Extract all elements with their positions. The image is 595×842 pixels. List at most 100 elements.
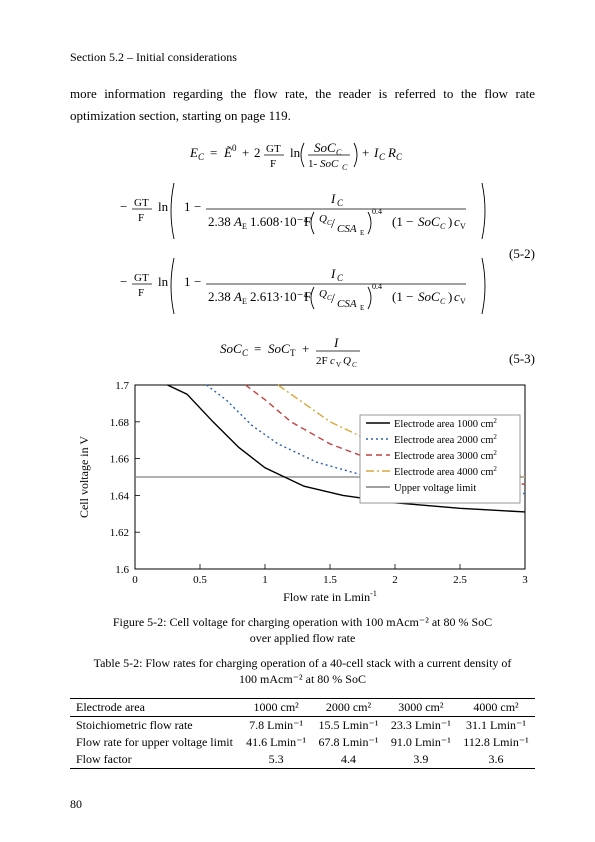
svg-text:1.5: 1.5 bbox=[323, 574, 337, 586]
svg-text:): ) bbox=[448, 289, 452, 304]
svg-text:2F: 2F bbox=[316, 355, 328, 367]
table-row: Flow factor5.34.43.93.6 bbox=[70, 751, 535, 769]
svg-text:1: 1 bbox=[184, 199, 191, 214]
svg-text:C: C bbox=[440, 222, 446, 231]
svg-text:0: 0 bbox=[232, 143, 237, 153]
svg-text:E: E bbox=[360, 229, 364, 237]
svg-text:Upper voltage limit: Upper voltage limit bbox=[394, 483, 476, 494]
table-cell: 23.3 Lmin⁻¹ bbox=[385, 716, 457, 734]
svg-text:(1 −: (1 − bbox=[392, 214, 413, 229]
svg-text:C: C bbox=[336, 148, 342, 157]
table-row: Stoichiometric flow rate7.8 Lmin⁻¹15.5 L… bbox=[70, 716, 535, 734]
table-row-label: Flow rate for upper voltage limit bbox=[70, 734, 240, 751]
table-header-cell: 1000 cm² bbox=[240, 698, 312, 716]
svg-text:ln: ln bbox=[158, 274, 169, 289]
svg-text:C: C bbox=[337, 198, 344, 208]
table-cell: 112.8 Lmin⁻¹ bbox=[457, 734, 535, 751]
svg-text:A: A bbox=[233, 214, 242, 229]
table-row-label: Flow factor bbox=[70, 751, 240, 769]
table-cell: 91.0 Lmin⁻¹ bbox=[385, 734, 457, 751]
svg-text:0.5: 0.5 bbox=[193, 574, 207, 586]
svg-text:C: C bbox=[379, 152, 386, 162]
svg-text:Q: Q bbox=[319, 288, 327, 300]
svg-text:SoC: SoC bbox=[320, 158, 339, 170]
svg-text:E: E bbox=[189, 145, 198, 160]
table-cell: 3.6 bbox=[457, 751, 535, 769]
svg-text:C: C bbox=[440, 297, 446, 306]
table-header-cell: 2000 cm² bbox=[312, 698, 384, 716]
svg-text:Ẽ: Ẽ bbox=[223, 145, 232, 160]
svg-text:E: E bbox=[242, 222, 247, 231]
svg-text:F: F bbox=[304, 214, 311, 229]
svg-text:c: c bbox=[330, 355, 335, 367]
table-cell: 15.5 Lmin⁻¹ bbox=[312, 716, 384, 734]
svg-text:E: E bbox=[360, 304, 364, 312]
table-row: Flow rate for upper voltage limit41.6 Lm… bbox=[70, 734, 535, 751]
svg-text:SoC: SoC bbox=[418, 214, 440, 229]
table-cell: 5.3 bbox=[240, 751, 312, 769]
svg-text:1.68: 1.68 bbox=[110, 417, 130, 429]
svg-text:I: I bbox=[333, 335, 339, 350]
svg-text:F: F bbox=[138, 287, 144, 299]
table-cell: 4.4 bbox=[312, 751, 384, 769]
table-cell: 67.8 Lmin⁻¹ bbox=[312, 734, 384, 751]
svg-text:F: F bbox=[270, 158, 276, 170]
svg-text:1: 1 bbox=[184, 274, 191, 289]
svg-text:ln: ln bbox=[290, 145, 301, 160]
table-5-2: Electrode area1000 cm²2000 cm²3000 cm²40… bbox=[70, 698, 535, 769]
equation-block: EC=Ẽ0+2GTFlnSoCC1-SoCC+ICRC−GTFln1−IC2.… bbox=[70, 141, 535, 371]
svg-text:1.6: 1.6 bbox=[115, 564, 129, 576]
table-cell: 41.6 Lmin⁻¹ bbox=[240, 734, 312, 751]
svg-text:): ) bbox=[448, 214, 452, 229]
svg-text:/: / bbox=[331, 217, 335, 232]
svg-text:Electrode area 3000 cm2: Electrode area 3000 cm2 bbox=[394, 449, 497, 462]
svg-text:2.613·10⁻⁴: 2.613·10⁻⁴ bbox=[250, 289, 308, 304]
svg-text:ln: ln bbox=[158, 199, 169, 214]
table-cell: 7.8 Lmin⁻¹ bbox=[240, 716, 312, 734]
svg-text:CSA: CSA bbox=[337, 223, 357, 235]
svg-text:+: + bbox=[362, 145, 369, 160]
svg-text:C: C bbox=[352, 361, 357, 369]
svg-text:0: 0 bbox=[132, 574, 138, 586]
equation-svg: EC=Ẽ0+2GTFlnSoCC1-SoCC+ICRC−GTFln1−IC2.… bbox=[70, 141, 535, 371]
svg-text:C: C bbox=[396, 152, 403, 162]
equation-number-5-3: (5-3) bbox=[509, 351, 535, 367]
svg-text:3: 3 bbox=[522, 574, 528, 586]
svg-text:V: V bbox=[336, 361, 341, 369]
svg-text:0.4: 0.4 bbox=[372, 207, 382, 216]
svg-text:V: V bbox=[460, 222, 466, 231]
svg-text:CSA: CSA bbox=[337, 298, 357, 310]
svg-text:A: A bbox=[233, 289, 242, 304]
svg-text:−: − bbox=[194, 274, 201, 289]
svg-text:SoC: SoC bbox=[418, 289, 440, 304]
svg-text:−: − bbox=[194, 199, 201, 214]
table-cell: 31.1 Lmin⁻¹ bbox=[457, 716, 535, 734]
svg-text:=: = bbox=[254, 341, 261, 356]
svg-text:I: I bbox=[330, 191, 336, 206]
table-header-cell: Electrode area bbox=[70, 698, 240, 716]
svg-text:V: V bbox=[460, 297, 466, 306]
chart-svg: 00.511.522.531.61.621.641.661.681.7Flow … bbox=[70, 377, 535, 607]
svg-text:GT: GT bbox=[134, 197, 149, 209]
svg-text:2: 2 bbox=[392, 574, 398, 586]
svg-text:C: C bbox=[198, 152, 205, 162]
svg-text:C: C bbox=[242, 348, 249, 358]
figure-5-2: 00.511.522.531.61.621.641.661.681.7Flow … bbox=[70, 377, 535, 646]
svg-text:1.64: 1.64 bbox=[110, 491, 130, 503]
svg-text:SoC: SoC bbox=[314, 141, 336, 155]
svg-text:I: I bbox=[330, 266, 336, 281]
svg-text:SoC: SoC bbox=[220, 341, 242, 356]
svg-text:1-: 1- bbox=[308, 158, 318, 170]
svg-text:1.62: 1.62 bbox=[110, 527, 129, 539]
figure-caption: Figure 5-2: Cell voltage for charging op… bbox=[113, 615, 493, 646]
svg-text:2.38: 2.38 bbox=[208, 214, 231, 229]
svg-text:GT: GT bbox=[134, 272, 149, 284]
svg-text:/: / bbox=[331, 292, 335, 307]
svg-text:Q: Q bbox=[319, 213, 327, 225]
svg-text:R: R bbox=[387, 145, 396, 160]
svg-text:C: C bbox=[337, 273, 344, 283]
body-paragraph: more information regarding the flow rate… bbox=[70, 83, 535, 127]
svg-text:+: + bbox=[302, 341, 309, 356]
svg-text:2: 2 bbox=[254, 145, 261, 160]
section-header: Section 5.2 – Initial considerations bbox=[70, 50, 535, 65]
